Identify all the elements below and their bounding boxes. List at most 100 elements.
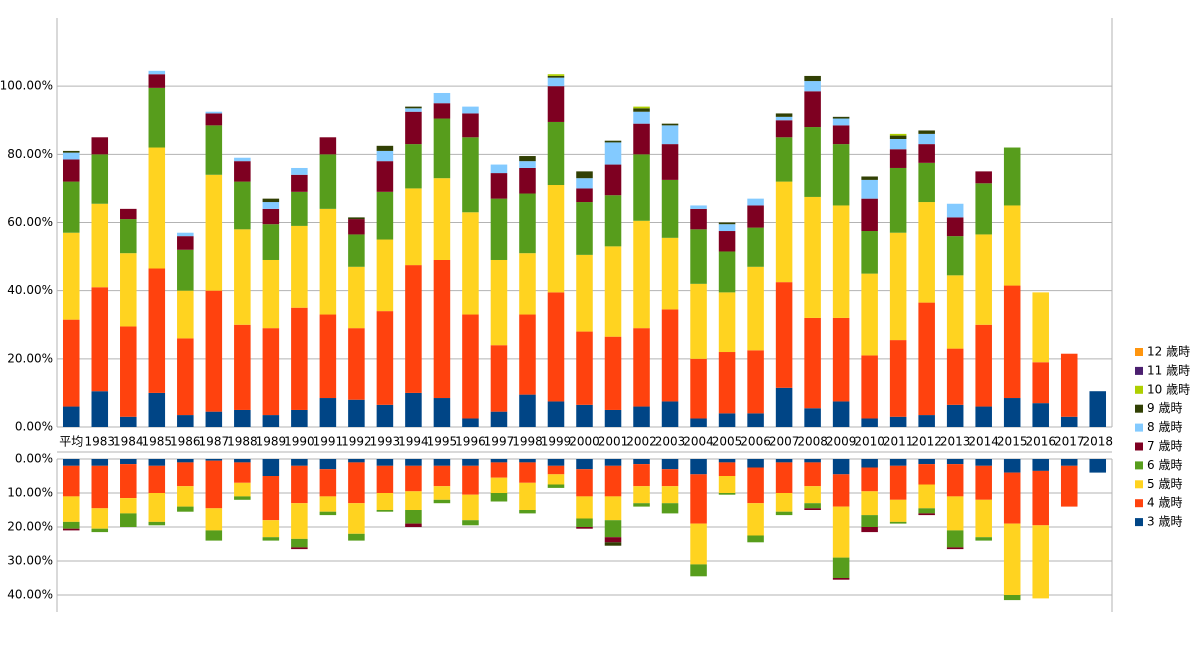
bar-segment	[91, 154, 109, 204]
x-tick-label: 2002	[626, 435, 657, 449]
x-tick-label: 2001	[598, 435, 629, 449]
bar-segment	[120, 513, 137, 527]
bar-segment	[319, 469, 337, 497]
x-tick-label: 2003	[655, 435, 686, 449]
bar-segment	[120, 326, 137, 417]
bar-segment	[405, 188, 422, 266]
bar-segment	[319, 398, 337, 427]
bar-segment	[690, 564, 707, 577]
bar-segment	[661, 179, 679, 238]
bar-segment	[547, 465, 565, 475]
bar-segment	[205, 113, 223, 126]
bar-segment	[747, 413, 764, 427]
x-tick-label: 1985	[142, 435, 173, 449]
y-tick-label: 40.00%	[7, 283, 53, 297]
bar-segment	[62, 521, 80, 529]
bar-segment	[975, 171, 992, 184]
bar-segment	[234, 161, 251, 182]
bar-segment	[177, 415, 194, 427]
bar-segment	[633, 486, 650, 504]
bar-segment	[804, 508, 821, 510]
bar-segment	[148, 70, 166, 75]
bar-segment	[547, 474, 565, 485]
bar-segment	[120, 498, 137, 514]
x-tick-label: 2016	[1025, 435, 1056, 449]
x-tick-label: 1996	[455, 435, 486, 449]
bar-segment	[604, 537, 622, 543]
bar-segment	[1089, 391, 1107, 427]
bar-segment	[205, 290, 223, 412]
bar-segment	[490, 173, 508, 199]
bar-segment	[633, 406, 650, 427]
x-tick-label: 2006	[740, 435, 771, 449]
x-tick-label: 1992	[341, 435, 372, 449]
x-tick-label: 1988	[227, 435, 258, 449]
bar-segment	[690, 229, 707, 284]
bar-segment	[633, 220, 650, 329]
bar-segment	[148, 147, 166, 269]
bar-segment	[348, 459, 365, 463]
bar-segment	[490, 198, 508, 260]
legend-label: 6 歳時	[1147, 458, 1182, 472]
bar-segment	[832, 205, 850, 318]
bar-segment	[661, 123, 679, 126]
bar-segment	[661, 309, 679, 402]
y-tick-label: 20.00%	[7, 520, 53, 534]
bar-segment	[120, 219, 137, 254]
bar-segment	[661, 401, 679, 427]
bar-segment	[804, 503, 821, 509]
bar-segment	[1003, 147, 1021, 206]
bar-segment	[91, 287, 109, 392]
bar-segment	[262, 537, 280, 541]
y-tick-label: 20.00%	[7, 351, 53, 365]
bar-segment	[1032, 292, 1049, 363]
bar-segment	[319, 314, 337, 399]
bar-segment	[205, 411, 223, 427]
legend-swatch	[1135, 461, 1143, 470]
bar-segment	[1032, 362, 1049, 404]
bar-segment	[91, 465, 109, 509]
bar-segment	[576, 202, 593, 255]
bar-segment	[604, 195, 622, 247]
bar-segment	[975, 465, 992, 500]
legend-label: 10 歳時	[1147, 382, 1190, 396]
bar-segment	[889, 499, 907, 522]
bar-segment	[291, 503, 308, 539]
bar-segment	[433, 118, 451, 179]
bar-segment	[405, 108, 422, 112]
bar-segment	[91, 508, 109, 529]
bar-segment	[547, 185, 565, 293]
bar-segment	[604, 409, 622, 427]
bar-segment	[861, 198, 878, 232]
bar-segment	[661, 486, 679, 504]
bar-segment	[319, 511, 337, 516]
x-tick-label: 1990	[284, 435, 315, 449]
bar-segment	[889, 340, 907, 417]
bar-segment	[889, 138, 907, 150]
bar-segment	[348, 219, 365, 235]
bar-segment	[861, 231, 878, 274]
bar-segment	[604, 336, 622, 410]
bar-segment	[718, 251, 736, 293]
bar-segment	[1060, 465, 1078, 507]
bar-segment	[490, 411, 508, 427]
bar-segment	[690, 205, 707, 209]
legend-swatch	[1135, 480, 1143, 489]
bar-segment	[946, 496, 964, 531]
bar-segment	[433, 92, 451, 104]
legend-swatch	[1135, 499, 1143, 508]
x-tick-label: 2013	[940, 435, 971, 449]
bar-segment	[633, 503, 650, 507]
bar-segment	[262, 520, 280, 538]
bar-segment	[376, 493, 394, 510]
bar-segment	[62, 459, 80, 466]
bar-segment	[804, 462, 821, 487]
bar-segment	[747, 467, 764, 504]
legend-label: 9 歳時	[1147, 401, 1182, 415]
bar-segment	[661, 125, 679, 145]
bar-segment	[576, 459, 593, 470]
legend-swatch	[1135, 404, 1143, 413]
bar-segment	[405, 111, 422, 145]
bar-segment	[319, 496, 337, 512]
